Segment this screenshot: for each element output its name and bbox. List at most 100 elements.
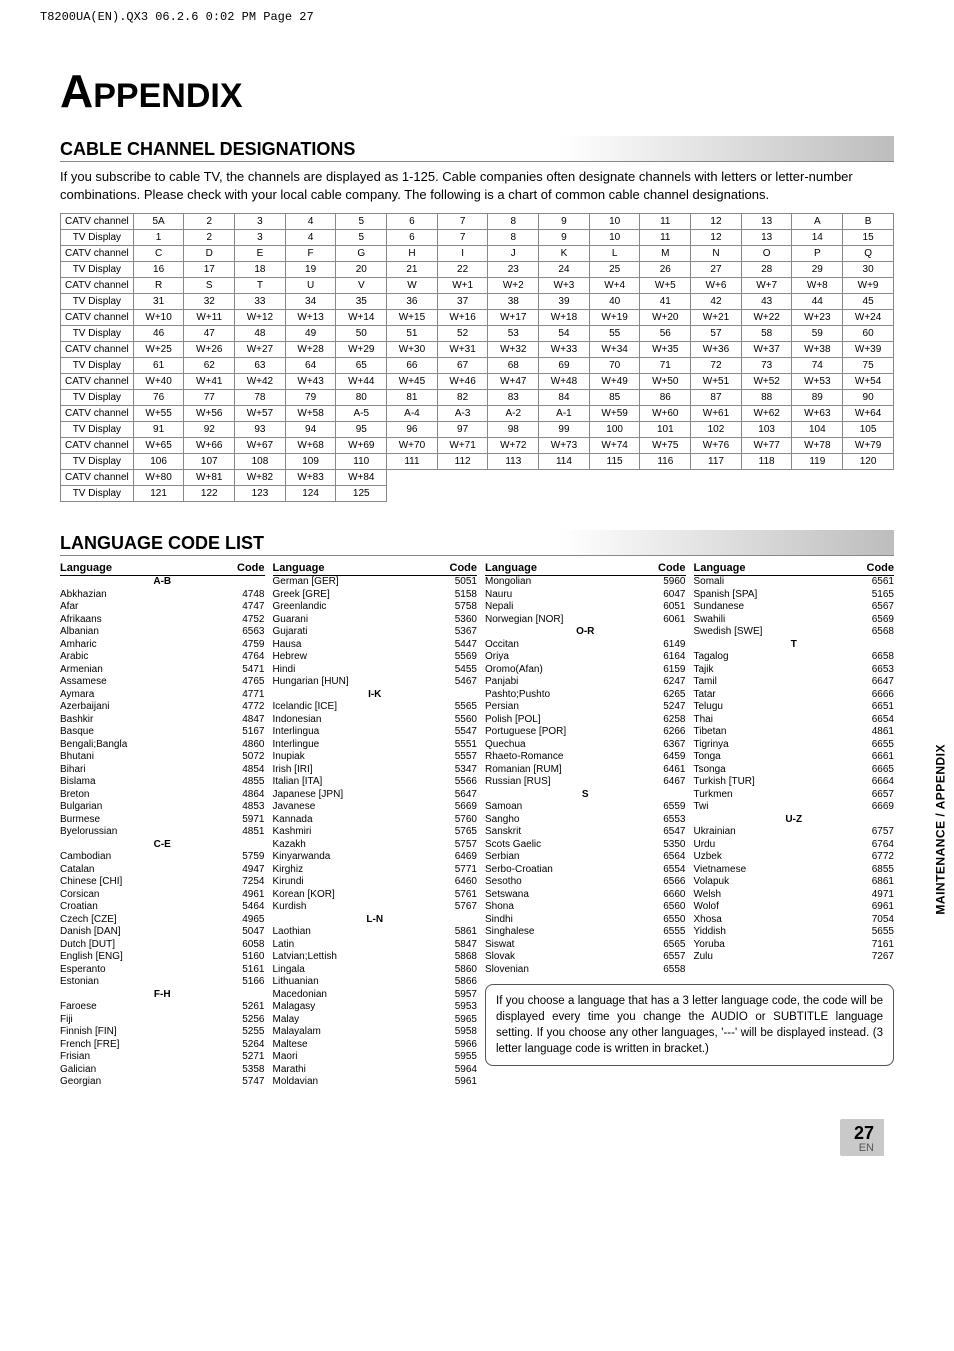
channel-cell: W+51 bbox=[691, 374, 742, 390]
lang-code: 5557 bbox=[441, 751, 477, 764]
lang-code: 6553 bbox=[650, 814, 686, 827]
lang-name: Swedish [SWE] bbox=[694, 626, 859, 639]
lang-row: Somali6561 bbox=[694, 576, 895, 589]
lang-group-header: A-B bbox=[60, 576, 265, 589]
channel-cell: 121 bbox=[133, 486, 184, 502]
lang-header-language: Language bbox=[273, 562, 450, 574]
channel-cell: W+72 bbox=[488, 438, 539, 454]
channel-cell: U bbox=[285, 278, 336, 294]
lang-code: 5467 bbox=[441, 676, 477, 689]
channel-cell: 49 bbox=[285, 326, 336, 342]
lang-code: 5958 bbox=[441, 1026, 477, 1039]
channel-cell: W+52 bbox=[741, 374, 792, 390]
channel-cell: 11 bbox=[640, 214, 691, 230]
lang-name: Panjabi bbox=[485, 676, 650, 689]
lang-name: Azerbaijani bbox=[60, 701, 229, 714]
lang-name: German [GER] bbox=[273, 576, 442, 589]
channel-cell: 96 bbox=[387, 422, 438, 438]
channel-cell: C bbox=[133, 246, 184, 262]
channel-cell: 25 bbox=[589, 262, 640, 278]
lang-name: Serbo-Croatian bbox=[485, 864, 650, 877]
channel-cell: A-1 bbox=[539, 406, 590, 422]
channel-cell: 8 bbox=[488, 230, 539, 246]
lang-row: Sesotho6566 bbox=[485, 876, 686, 889]
lang-header-code: Code bbox=[658, 562, 686, 574]
channel-cell: W+4 bbox=[589, 278, 640, 294]
channel-cell: 19 bbox=[285, 262, 336, 278]
lang-name: Hungarian [HUN] bbox=[273, 676, 442, 689]
channel-cell: 113 bbox=[488, 454, 539, 470]
lang-code: 5347 bbox=[441, 764, 477, 777]
lang-row: German [GER]5051 bbox=[273, 576, 478, 589]
channel-cell: W+77 bbox=[741, 438, 792, 454]
lang-code: 6861 bbox=[858, 876, 894, 889]
lang-column: LanguageCodeGerman [GER]5051Greek [GRE]5… bbox=[273, 562, 478, 1089]
channel-cell: 51 bbox=[387, 326, 438, 342]
lang-name: Greenlandic bbox=[273, 601, 442, 614]
channel-cell: S bbox=[184, 278, 235, 294]
channel-cell: 46 bbox=[133, 326, 184, 342]
lang-row: Kirghiz5771 bbox=[273, 864, 478, 877]
lang-name: Sindhi bbox=[485, 914, 650, 927]
lang-name: Bengali;Bangla bbox=[60, 739, 229, 752]
channel-cell: 33 bbox=[235, 294, 286, 310]
lang-row: Tibetan4861 bbox=[694, 726, 895, 739]
channel-cell: W+2 bbox=[488, 278, 539, 294]
lang-row: Aymara4771 bbox=[60, 689, 265, 702]
channel-cell: W+39 bbox=[843, 342, 894, 358]
channel-cell: 50 bbox=[336, 326, 387, 342]
channel-cell: 88 bbox=[741, 390, 792, 406]
channel-cell: 2 bbox=[184, 214, 235, 230]
lang-code: 5758 bbox=[441, 601, 477, 614]
channel-cell: W+3 bbox=[539, 278, 590, 294]
lang-column: LanguageCodeA-BAbkhazian4748Afar4747Afri… bbox=[60, 562, 265, 1089]
lang-row: Tigrinya6655 bbox=[694, 739, 895, 752]
channel-cell: A-4 bbox=[387, 406, 438, 422]
lang-code: 5256 bbox=[229, 1014, 265, 1027]
lang-name: Russian [RUS] bbox=[485, 776, 650, 789]
channel-cell: 41 bbox=[640, 294, 691, 310]
lang-code: 6558 bbox=[650, 964, 686, 977]
lang-row: Kashmiri5765 bbox=[273, 826, 478, 839]
lang-name: Interlingue bbox=[273, 739, 442, 752]
row-label-tv: TV Display bbox=[61, 422, 134, 438]
lang-name: Quechua bbox=[485, 739, 650, 752]
lang-code: 6569 bbox=[858, 614, 894, 627]
lang-row: Occitan6149 bbox=[485, 639, 686, 652]
channel-cell: W+15 bbox=[387, 310, 438, 326]
channel-cell: W+84 bbox=[336, 470, 387, 486]
channel-cell: 28 bbox=[741, 262, 792, 278]
lang-name: English [ENG] bbox=[60, 951, 229, 964]
lang-code: 6660 bbox=[650, 889, 686, 902]
lang-name: Malagasy bbox=[273, 1001, 442, 1014]
channel-cell: W+71 bbox=[437, 438, 488, 454]
lang-name: Cambodian bbox=[60, 851, 229, 864]
lang-row: Shona6560 bbox=[485, 901, 686, 914]
lang-code: 6560 bbox=[650, 901, 686, 914]
channel-cell: 18 bbox=[235, 262, 286, 278]
lang-row: Wolof6961 bbox=[694, 901, 895, 914]
lang-code: 5255 bbox=[229, 1026, 265, 1039]
channel-cell: W+36 bbox=[691, 342, 742, 358]
lang-row: Yiddish5655 bbox=[694, 926, 895, 939]
lang-group-header: C-E bbox=[60, 839, 265, 852]
lang-row: Greek [GRE]5158 bbox=[273, 589, 478, 602]
lang-code: 6460 bbox=[441, 876, 477, 889]
channel-cell: 76 bbox=[133, 390, 184, 406]
lang-row: Greenlandic5758 bbox=[273, 601, 478, 614]
channel-cell: W+12 bbox=[235, 310, 286, 326]
channel-cell: 64 bbox=[285, 358, 336, 374]
channel-cell: W+47 bbox=[488, 374, 539, 390]
lang-name: Frisian bbox=[60, 1051, 229, 1064]
channel-cell: 73 bbox=[741, 358, 792, 374]
lang-name: Somali bbox=[694, 576, 859, 589]
channel-cell: 120 bbox=[843, 454, 894, 470]
channel-cell: 55 bbox=[589, 326, 640, 342]
channel-cell: W+17 bbox=[488, 310, 539, 326]
lang-row: Galician5358 bbox=[60, 1064, 265, 1077]
channel-cell: W+21 bbox=[691, 310, 742, 326]
lang-code: 5471 bbox=[229, 664, 265, 677]
lang-code: 6669 bbox=[858, 801, 894, 814]
channel-cell: 106 bbox=[133, 454, 184, 470]
channel-cell: 6 bbox=[387, 214, 438, 230]
